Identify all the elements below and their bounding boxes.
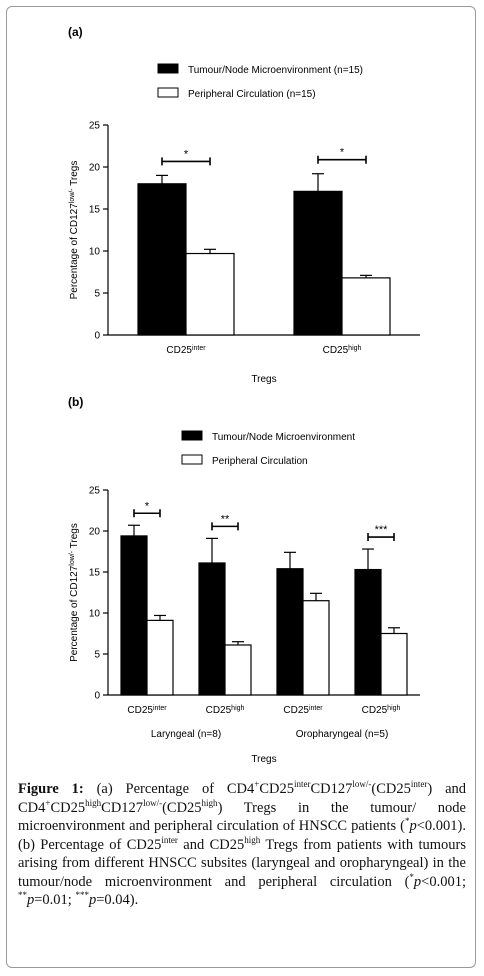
significance-label: ** [221,513,230,525]
bar [302,600,330,696]
group-label: Oropharyngeal (n=5) [296,729,389,740]
legend-label: Tumour/Node Microenvironment [212,432,355,443]
chart-panel-a: (a) Tumour/Node Microenvironment (n=15) Pe… [68,25,420,385]
x-axis-label: Tregs [251,754,276,765]
y-tick-label: 25 [89,121,101,132]
bar [380,632,408,696]
significance-label: * [184,148,189,160]
bar [146,619,174,696]
legend-swatch [181,454,203,465]
figure-caption: Figure 1: (a) Percentage of CD4+CD25inte… [18,780,466,910]
bar [137,183,187,336]
bar [120,535,148,696]
y-tick-label: 5 [94,289,100,300]
legend-label: Peripheral Circulation [212,456,308,467]
significance-label: *** [375,524,389,536]
x-tick-label: CD25high [206,705,245,717]
bar [354,568,382,696]
x-tick-label: CD25inter [283,705,323,717]
x-tick-label: CD25inter [166,345,206,357]
y-tick-label: 10 [89,609,101,620]
y-tick-label: 0 [94,331,100,342]
y-axis-label: Percentage of CD127low/- Tregs [69,523,81,662]
y-tick-label: 5 [94,650,100,661]
bar [185,252,235,336]
figure-caption-text: (a) Percentage of CD4+CD25interCD127low/… [18,779,467,909]
x-axis-label: Tregs [251,374,276,385]
bar [198,562,226,696]
legend-swatch [157,87,179,98]
bar [224,644,252,696]
legend-label: Tumour/Node Microenvironment (n=15) [188,65,363,76]
figure-frame [6,6,476,968]
y-tick-label: 10 [89,247,101,258]
x-tick-label: CD25inter [127,705,167,717]
y-tick-label: 15 [89,568,101,579]
chart-panel-b: (b) Tumour/Node Microenvironment Periphera… [68,395,420,765]
panel-label: (a) [68,25,83,39]
x-tick-label: CD25high [323,345,362,357]
y-tick-label: 0 [94,691,100,702]
y-tick-label: 25 [89,486,101,497]
y-tick-label: 20 [89,163,101,174]
x-tick-label: CD25high [362,705,401,717]
bar [341,277,391,336]
legend-label: Peripheral Circulation (n=15) [188,89,316,100]
y-axis-label: Percentage of CD127low/- Tregs [69,161,81,300]
legend-swatch [181,430,203,441]
figure-label: Figure 1: [18,781,84,797]
legend-swatch [157,63,179,74]
bar [276,568,304,696]
panel-label: (b) [68,395,83,409]
group-label: Laryngeal (n=8) [151,729,221,740]
significance-label: * [340,147,345,159]
significance-label: * [145,500,150,512]
y-tick-label: 15 [89,205,101,216]
bar [293,190,343,336]
y-tick-label: 20 [89,527,101,538]
